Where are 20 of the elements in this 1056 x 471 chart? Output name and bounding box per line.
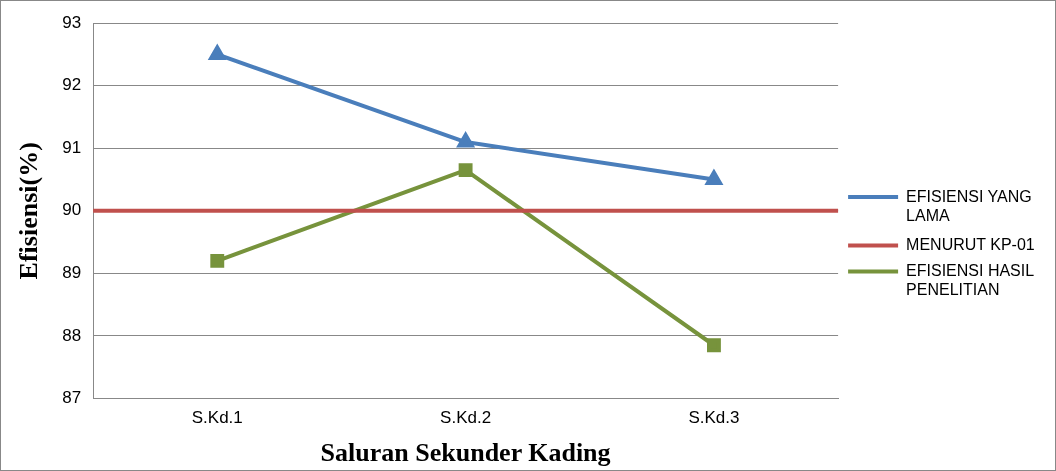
point <box>458 163 473 178</box>
y-tick-label: 88 <box>62 325 82 345</box>
legend-label: MENURUT KP-01 <box>906 235 1035 253</box>
point <box>706 338 721 353</box>
y-tick-label: 90 <box>62 200 82 220</box>
y-axis-title: Efisiensi(%) <box>14 142 44 280</box>
legend-label: EFISIENSI HASIL PENELITIAN <box>906 261 1035 299</box>
x-axis-title: Saluran Sekunder Kading <box>320 438 611 468</box>
point <box>457 133 474 148</box>
y-tick-label: 87 <box>62 388 82 408</box>
y-tick-label: 92 <box>62 75 82 95</box>
legend-label: EFISIENSI YANG LAMA <box>906 187 1032 224</box>
y-tick-label: 89 <box>62 263 82 283</box>
x-tick-label: S.Kd.1 <box>191 408 243 428</box>
y-tick-label: 93 <box>62 12 82 32</box>
x-tick-label: S.Kd.2 <box>440 408 492 428</box>
point <box>210 253 225 268</box>
point <box>209 45 226 60</box>
x-tick-label: S.Kd.3 <box>688 408 740 428</box>
y-tick-label: 91 <box>62 137 82 157</box>
